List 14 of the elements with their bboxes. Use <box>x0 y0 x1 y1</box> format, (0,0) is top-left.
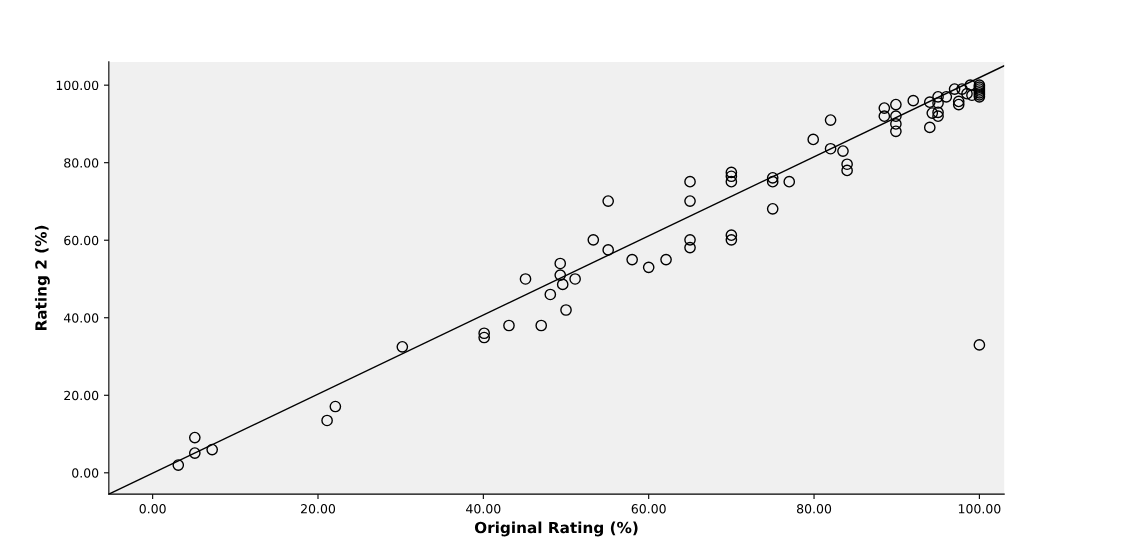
x-tick-label: 40.00 <box>466 504 501 514</box>
y-tick-label: 20.00 <box>64 390 99 401</box>
x-axis-title: Original Rating (%) <box>474 521 638 537</box>
y-axis-title: Rating 2 (%) <box>34 225 50 331</box>
y-tick-label: 40.00 <box>63 313 99 323</box>
x-tick-label: 0.00 <box>139 504 166 514</box>
y-tick-label: 80.00 <box>64 158 99 168</box>
x-tick-label: 20.00 <box>301 504 336 514</box>
y-tick-label: 100.00 <box>56 80 99 91</box>
y-tick-label: 60.00 <box>64 235 99 246</box>
x-tick-label: 80.00 <box>797 504 832 514</box>
x-tick-label: 60.00 <box>631 504 666 514</box>
y-tick-label: 0.00 <box>72 468 99 478</box>
x-tick-label: 100.00 <box>958 504 1001 514</box>
